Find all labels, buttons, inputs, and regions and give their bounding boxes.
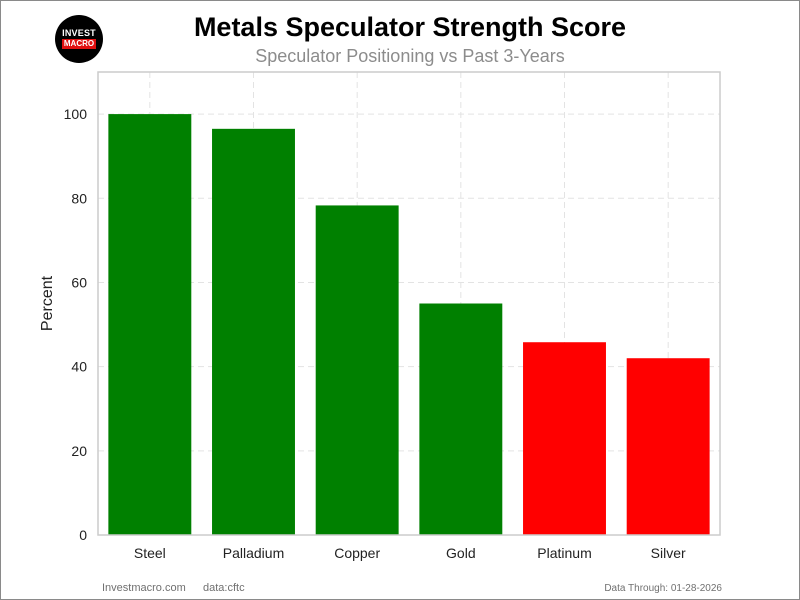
x-tick-label: Copper xyxy=(334,545,380,561)
logo-line-2: MACRO xyxy=(61,39,97,49)
x-tick-label: Platinum xyxy=(537,545,591,561)
bar-gold xyxy=(419,303,503,535)
chart-subtitle: Speculator Positioning vs Past 3-Years xyxy=(255,46,565,66)
bar-palladium xyxy=(212,128,295,535)
plot-area-border xyxy=(97,71,721,536)
x-tick-label: Gold xyxy=(446,545,476,561)
logo-line-1: INVEST xyxy=(62,28,96,38)
bar-copper xyxy=(315,205,399,536)
y-tick-label: 80 xyxy=(71,190,87,206)
footer-data-through: Data Through: 01-28-2026 xyxy=(604,583,722,594)
y-tick-label: 60 xyxy=(71,274,87,290)
y-tick-label: 0 xyxy=(79,527,87,543)
investmacro-logo: INVEST MACRO xyxy=(55,15,103,63)
x-tick-label: Palladium xyxy=(223,545,284,561)
y-axis-label: Percent xyxy=(39,275,56,331)
footer-site: Investmacro.com xyxy=(102,582,186,594)
y-tick-label: 100 xyxy=(64,106,88,122)
x-tick-label: Silver xyxy=(651,545,686,561)
footer-source: data:cftc xyxy=(203,582,245,594)
y-tick-label: 40 xyxy=(71,359,87,375)
x-tick-label: Steel xyxy=(134,545,166,561)
chart-title: Metals Speculator Strength Score xyxy=(193,12,627,42)
bar-silver xyxy=(626,358,710,535)
bar-platinum xyxy=(523,342,606,535)
y-tick-label: 20 xyxy=(71,443,87,459)
bar-steel xyxy=(108,114,192,535)
